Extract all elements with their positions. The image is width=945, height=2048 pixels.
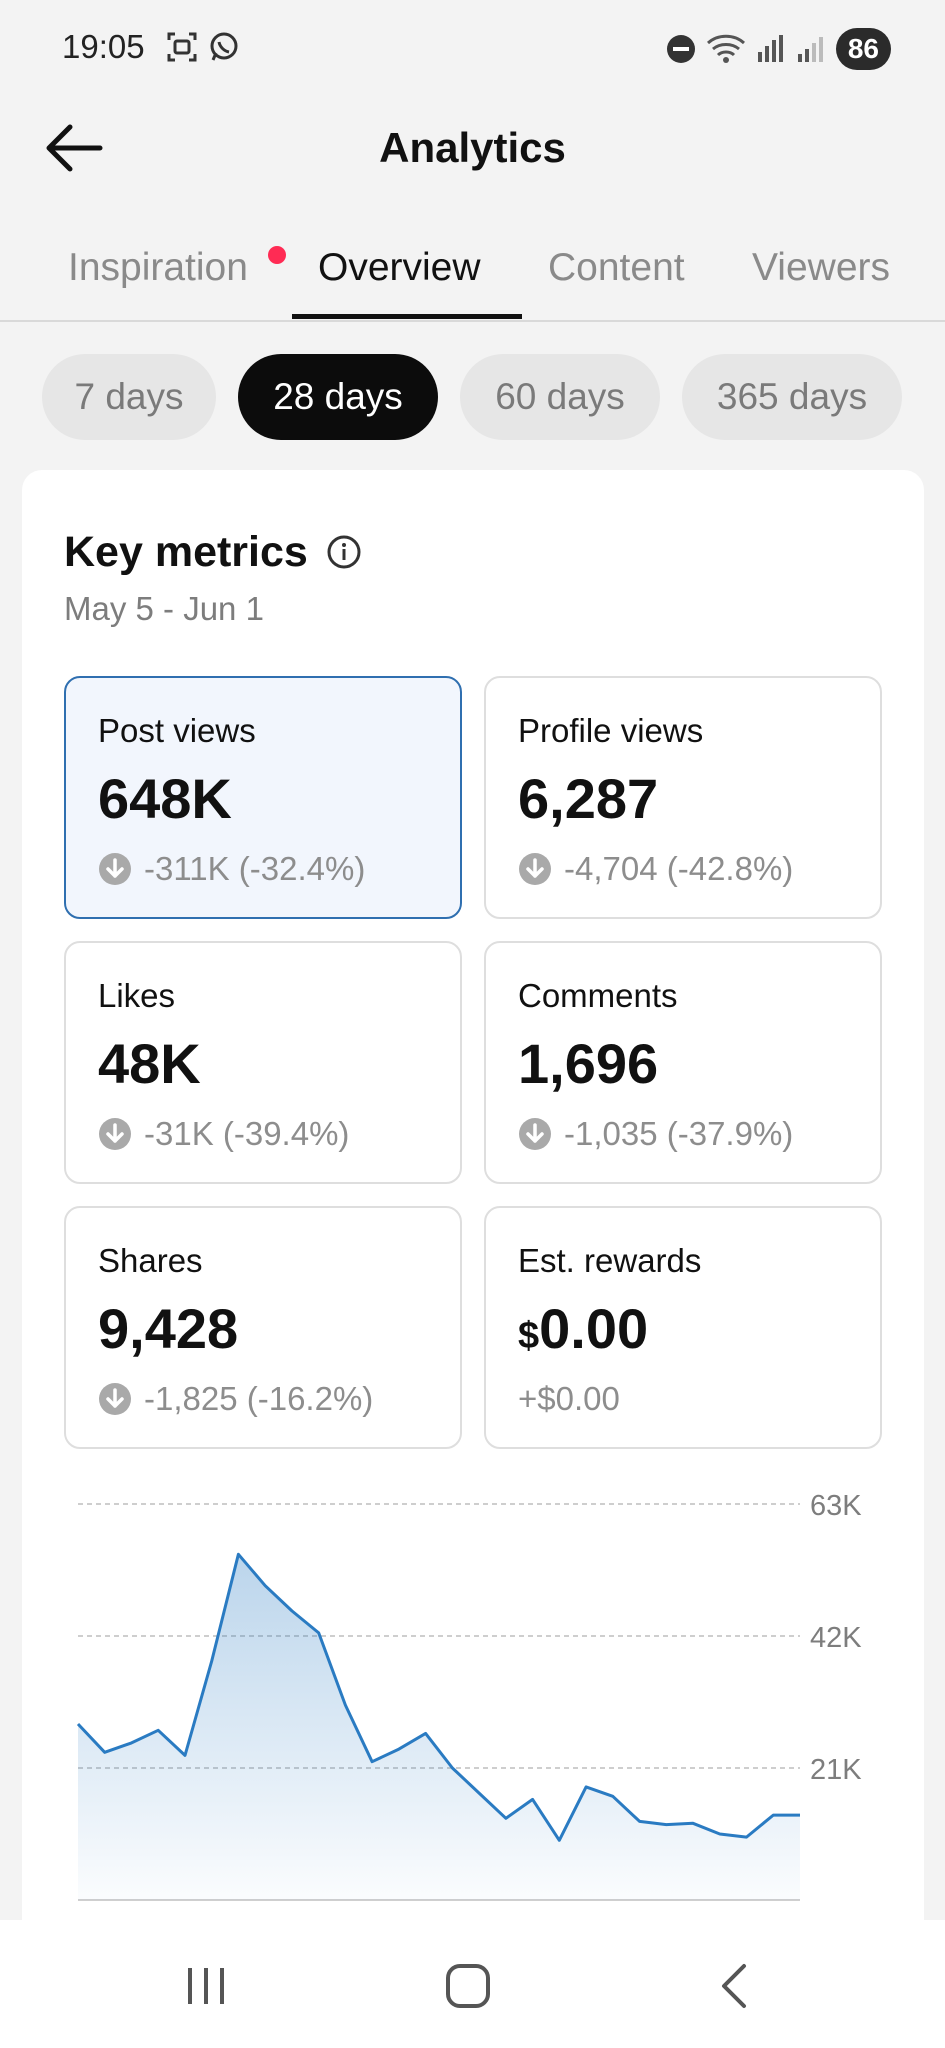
period-365-days[interactable]: 365 days xyxy=(682,354,902,440)
metric-label: Post views xyxy=(98,712,256,749)
metric-post-views[interactable]: Post views 648K -311K (-32.4%) xyxy=(64,676,462,919)
metric-value: 9,428 xyxy=(98,1297,239,1360)
y-tick-label: 21K xyxy=(810,1754,862,1786)
arrow-left-icon xyxy=(46,124,103,172)
metric-shares[interactable]: Shares 9,428 -1,825 (-16.2%) xyxy=(64,1206,462,1449)
metric-change: -1,825 (-16.2%) xyxy=(98,1380,373,1418)
battery-indicator: 86 xyxy=(835,28,891,70)
tab-viewers[interactable]: Viewers xyxy=(752,246,891,289)
status-icons-left xyxy=(165,30,241,64)
tab-inspiration[interactable]: Inspiration xyxy=(68,246,248,289)
metric-change: -31K (-39.4%) xyxy=(98,1115,349,1153)
home-icon[interactable] xyxy=(438,1958,498,2014)
status-bar: 19:05 86 xyxy=(0,0,945,96)
status-icons-right: 86 xyxy=(666,28,891,70)
metric-value: 6,287 xyxy=(518,767,659,830)
metric-change-text: -1,825 (-16.2%) xyxy=(144,1380,374,1417)
period-28-days[interactable]: 28 days xyxy=(238,354,438,440)
series-area xyxy=(78,1554,800,1900)
metric-change-text: -1,035 (-37.9%) xyxy=(564,1115,794,1152)
metric-value-number: 0.00 xyxy=(539,1297,649,1360)
period-60-days[interactable]: 60 days xyxy=(460,354,660,440)
tab-overview[interactable]: Overview xyxy=(318,246,481,289)
page-title: Analytics xyxy=(379,124,566,171)
arrow-down-circle-icon xyxy=(99,853,131,885)
metric-value: 48K xyxy=(98,1032,201,1095)
key-metrics-card: Key metrics May 5 - Jun 1 Post views 648… xyxy=(22,470,924,2048)
metric-likes[interactable]: Likes 48K -31K (-39.4%) xyxy=(64,941,462,1184)
arrow-down-circle-icon xyxy=(519,853,551,885)
tab-content[interactable]: Content xyxy=(548,246,685,289)
back-button[interactable] xyxy=(40,118,110,178)
metric-label: Shares xyxy=(98,1242,203,1279)
metric-change-text: -311K (-32.4%) xyxy=(144,850,366,887)
metric-comments[interactable]: Comments 1,696 -1,035 (-37.9%) xyxy=(484,941,882,1184)
metric-label: Likes xyxy=(98,977,176,1014)
wifi-icon xyxy=(706,34,745,63)
metric-value: $0.00 xyxy=(518,1296,648,1361)
metric-change: -4,704 (-42.8%) xyxy=(518,850,793,888)
info-icon[interactable] xyxy=(326,534,362,570)
y-tick-label: 42K xyxy=(810,1622,862,1654)
metric-change-text: +$0.00 xyxy=(518,1380,620,1417)
metric-change-text: -31K (-39.4%) xyxy=(144,1115,350,1152)
date-range: May 5 - Jun 1 xyxy=(64,590,264,627)
arrow-down-circle-icon xyxy=(99,1383,131,1415)
metric-change: +$0.00 xyxy=(518,1380,620,1418)
arrow-down-circle-icon xyxy=(519,1118,551,1150)
key-metrics-title: Key metrics xyxy=(64,528,308,576)
period-7-days[interactable]: 7 days xyxy=(42,354,216,440)
back-nav-icon[interactable] xyxy=(706,1958,766,2014)
signal-icon-2 xyxy=(797,37,823,62)
status-time: 19:05 xyxy=(62,28,145,65)
arrow-down-circle-icon xyxy=(99,1118,131,1150)
screenshot-icon xyxy=(167,32,197,62)
metric-label: Comments xyxy=(518,977,678,1014)
period-selector: 7 days 28 days 60 days 365 days xyxy=(42,354,902,440)
post-views-chart: 63K 42K 21K xyxy=(76,1490,862,1901)
metric-est-rewards[interactable]: Est. rewards $0.00 +$0.00 xyxy=(484,1206,882,1449)
metric-value: 648K xyxy=(98,767,232,830)
whatsapp-icon xyxy=(210,32,238,61)
metric-value: 1,696 xyxy=(518,1032,659,1095)
metric-profile-views[interactable]: Profile views 6,287 -4,704 (-42.8%) xyxy=(484,676,882,919)
currency-symbol: $ xyxy=(518,1315,540,1357)
metric-label: Profile views xyxy=(518,712,704,749)
metric-change: -1,035 (-37.9%) xyxy=(518,1115,793,1153)
system-nav-bar xyxy=(0,1920,945,2048)
notification-dot xyxy=(268,246,286,264)
series-line xyxy=(76,1552,800,1842)
metric-change-text: -4,704 (-42.8%) xyxy=(564,850,794,887)
tab-bar: Inspiration Overview Content Viewers xyxy=(0,236,945,322)
metric-label: Est. rewards xyxy=(518,1242,702,1279)
active-tab-indicator xyxy=(292,314,522,319)
metric-change: -311K (-32.4%) xyxy=(98,850,365,888)
y-tick-label: 63K xyxy=(810,1490,862,1522)
signal-icon xyxy=(757,35,783,62)
recent-apps-icon[interactable] xyxy=(176,1958,236,2014)
dnd-icon xyxy=(666,35,695,63)
